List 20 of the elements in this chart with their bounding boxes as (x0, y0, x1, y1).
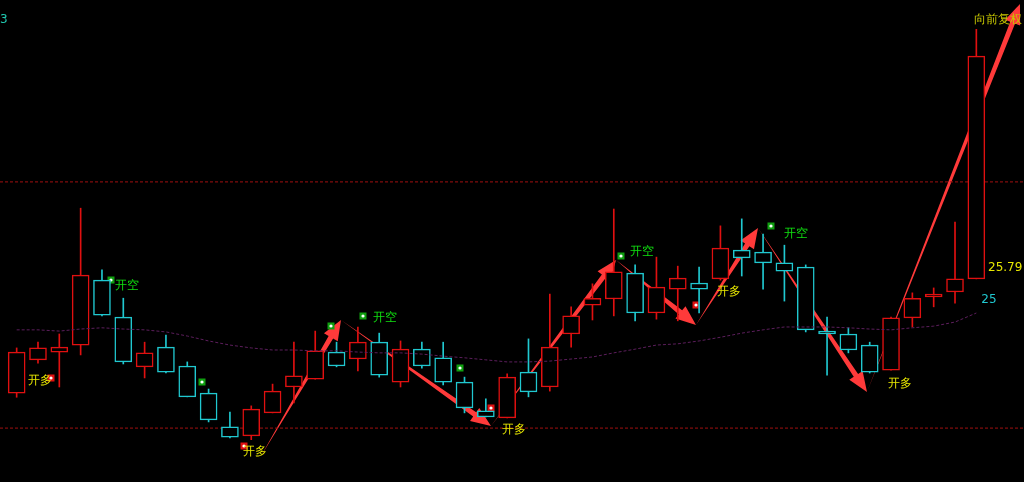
annotation: 开空 (784, 226, 808, 241)
annotation: 开空 (630, 244, 654, 259)
annotation: 25 (981, 292, 997, 307)
candlestick (754, 233, 772, 290)
text: 开多 (243, 444, 267, 459)
candlestick (732, 218, 751, 277)
candlestick (285, 341, 303, 404)
text: 3 (0, 12, 8, 27)
annotation: 开多 (717, 284, 741, 299)
annotation: 开空 (115, 278, 139, 293)
annotation: 开多 (502, 422, 526, 437)
candlestick (668, 265, 687, 322)
candlestick (690, 266, 708, 314)
annotation: 开空 (373, 310, 397, 325)
annotation: 开多 (888, 376, 912, 391)
candlestick (818, 316, 836, 376)
text: 25.79 (988, 260, 1023, 275)
annotation: 开多 (28, 373, 52, 388)
candlestick (946, 221, 964, 304)
candlestick (924, 287, 943, 308)
